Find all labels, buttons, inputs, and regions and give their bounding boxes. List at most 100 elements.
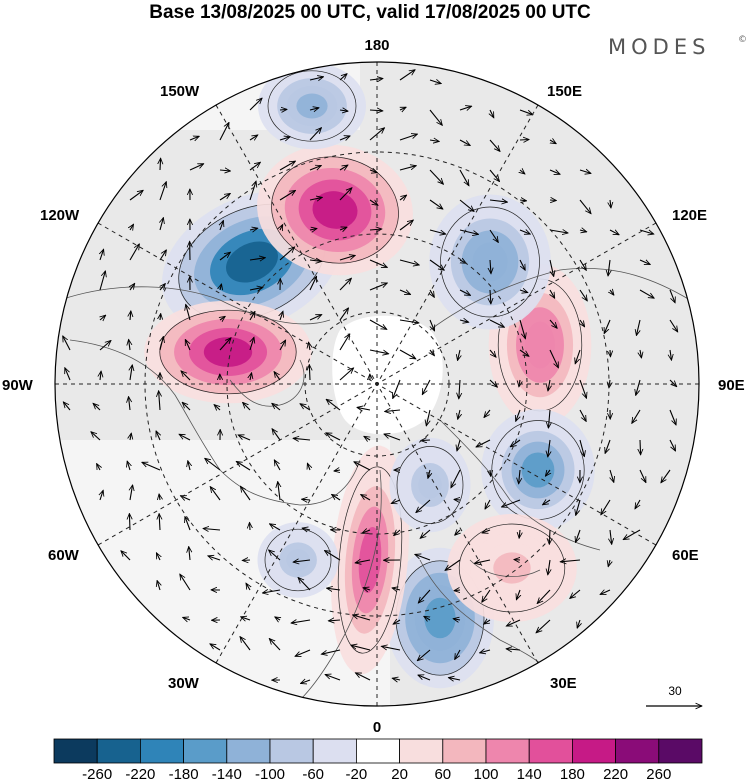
wind-arrow [392,588,401,590]
wind-arrow [339,278,351,291]
colorbar-swatch [658,738,703,764]
wind-arrow [399,70,415,81]
colorbar-swatch [528,738,573,764]
wind-arrow [159,391,160,411]
anomaly-low-barents [389,437,471,533]
wind-arrow [160,218,163,231]
wind-arrow [129,190,143,201]
wind-arrow [160,158,161,171]
wind-arrow [262,590,281,593]
wind-arrow [506,619,521,627]
coastlines [59,267,691,701]
colorbar-swatch [312,738,357,764]
wind-arrow [490,109,495,118]
wind-arrow [455,530,460,535]
wind-arrow [510,439,521,447]
wind-arrow [127,461,130,471]
wind-arrow [99,341,111,351]
wind-arrow [548,439,550,457]
wind-arrow [519,140,529,141]
wind-arrow [537,589,551,604]
wind-arrow [536,619,551,633]
wind-arrow [183,617,191,620]
wind-arrow [640,349,642,358]
wind-arrow [362,530,371,533]
wind-arrow [249,162,260,171]
wind-arrow [459,320,469,322]
wind-arrow [334,470,340,471]
wind-arrow [275,617,280,620]
wind-arrow [399,220,413,231]
wind-arrow [363,588,371,590]
wind-arrow [293,560,311,562]
wind-arrow [269,550,281,561]
wind-arrow [459,229,479,234]
wind-arrow [219,252,230,261]
wind-arrow [429,259,444,270]
wind-arrow [400,106,406,110]
wind-arrow [62,336,71,351]
wind-arrow [159,494,160,500]
wind-arrow [416,499,431,513]
wind-arrow [610,469,614,482]
wind-arrow [309,276,318,291]
wind-arrow [661,469,671,483]
colorbar-tick-label: 60 [434,766,451,783]
arctic-ocean [332,315,443,435]
wind-arrow [241,617,251,620]
wind-arrow [249,98,262,111]
wind-arrow [269,639,281,651]
wind-arrow [429,229,446,234]
wind-arrow [309,197,322,200]
wind-arrow [639,469,647,483]
wind-arrow [430,350,434,356]
colorbar-tick-label: -60 [302,766,324,783]
wind-arrow [549,349,559,368]
wind-arrow [669,439,676,451]
wind-arrow [640,439,641,455]
wind-arrow [484,620,491,624]
wind-arrow [353,615,371,621]
wind-arrow [332,494,341,501]
wind-arrow [604,319,611,334]
wind-arrow [369,199,378,205]
lon-label-90w: 90W [2,377,34,394]
colorbar: -260 -220 -180 -140 -100 -60 -20 20 60 100 140 180 2… [53,738,703,783]
colorbar-tick-label: 100 [473,766,498,783]
wind-arrow [309,314,322,321]
wind-arrow [459,106,472,110]
wind-arrow [484,409,491,418]
wind-arrow [307,463,310,471]
wind-arrow [445,559,461,570]
wind-arrow [309,166,321,171]
wind-arrow [142,462,161,471]
wind-arrow [369,110,383,111]
wind-arrow [155,431,160,441]
wind-arrow [240,486,251,501]
wind-arrow [339,255,355,261]
wind-arrow [214,405,220,410]
wind-arrow [490,259,491,274]
wind-arrow [392,678,401,680]
wind-arrow [458,409,460,419]
wind-arrow [369,259,387,267]
wind-arrow [519,230,530,234]
wind-arrow [278,482,280,501]
wind-arrow [502,499,521,507]
wind-arrow [339,188,352,201]
wind-arrow [399,320,419,323]
wind-arrow [455,649,461,660]
wind-arrow [550,140,556,144]
colorbar-tick-label: -180 [169,766,199,783]
wind-arrow [579,170,591,173]
wind-arrow [384,434,401,441]
wind-arrow [321,649,341,654]
wind-arrow [459,139,470,146]
wind-arrow [579,199,591,214]
wind-arrow [429,169,443,184]
wind-arrow [339,136,350,140]
anomaly-low-west-siberia [481,409,595,531]
wind-arrow [181,371,191,381]
wind-arrow [426,409,430,426]
